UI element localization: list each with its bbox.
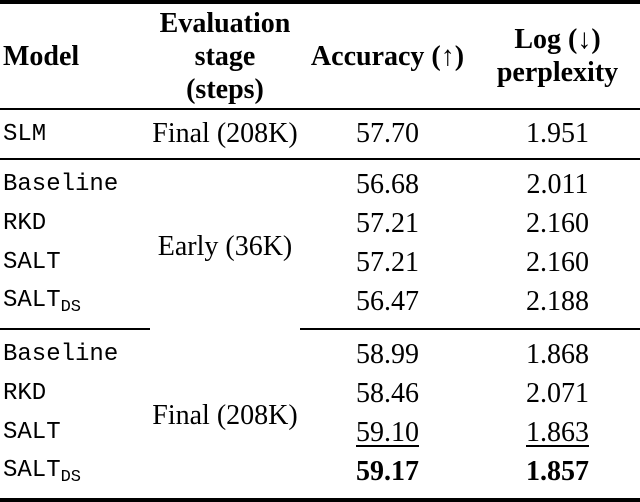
table-row: RKD 58.46 2.071 [0, 374, 640, 413]
model-cell: Baseline [3, 171, 119, 198]
accuracy-cell: 57.21 [356, 207, 419, 239]
table-header-row: Model Evaluation stage (steps) Accuracy … [0, 2, 640, 110]
model-cell: RKD [3, 380, 47, 407]
model-name: SALT [3, 456, 61, 484]
column-header-accuracy: Accuracy (↑) [300, 2, 475, 110]
model-cell: SALTDS [0, 282, 150, 330]
model-cell: SALT [3, 249, 61, 276]
model-cell: RKD [3, 210, 47, 237]
log-perplexity-cell: 1.857 [475, 452, 640, 500]
log-perplexity-cell: 1.863 [475, 413, 640, 452]
column-header-evaluation-stage: Evaluation stage (steps) [150, 2, 300, 110]
table-row: SALT 57.21 2.160 [0, 243, 640, 282]
stage-cell: Early (36K) [157, 231, 293, 262]
log-perplexity-value: 1.857 [526, 455, 589, 487]
model-subscript: DS [60, 297, 82, 317]
table-row: Baseline Early (36K) 56.68 2.011 [0, 159, 640, 263]
table-row: SALTDS 59.17 1.857 [0, 452, 640, 500]
log-perplexity-cell: 2.188 [475, 282, 640, 330]
table-row: SALT 59.10 1.863 [0, 413, 640, 452]
accuracy-cell: 58.99 [356, 338, 419, 370]
log-perplexity-cell: 2.160 [526, 207, 589, 239]
column-header-log-perplexity: Log (↓) perplexity [475, 2, 640, 110]
model-subscript: DS [60, 467, 82, 487]
accuracy-cell: 57.70 [300, 109, 475, 160]
table-row: SALTDS 56.47 2.188 [0, 282, 640, 330]
log-perplexity-cell: 1.868 [526, 338, 589, 370]
log-perplexity-cell: 1.951 [475, 109, 640, 160]
table-row: Baseline Final (208K) 58.99 1.868 [0, 329, 640, 432]
model-cell: Baseline [3, 341, 119, 368]
model-name: SALT [3, 286, 61, 314]
accuracy-value: 59.17 [356, 455, 419, 487]
accuracy-cell: 56.68 [356, 168, 419, 200]
model-cell: SLM [0, 109, 150, 160]
accuracy-cell: 58.46 [356, 377, 419, 409]
log-perplexity-cell: 2.011 [526, 168, 589, 200]
accuracy-cell: 59.17 [300, 452, 475, 500]
column-header-model: Model [0, 2, 150, 110]
accuracy-cell: 57.21 [356, 246, 419, 278]
accuracy-cell: 59.10 [300, 413, 475, 452]
stage-cell: Final (208K) [150, 109, 300, 160]
table-row: RKD 57.21 2.160 [0, 204, 640, 243]
model-cell: SALT [3, 419, 61, 446]
log-perplexity-cell: 2.071 [526, 377, 589, 409]
log-perplexity-value: 1.863 [526, 416, 589, 448]
accuracy-value: 59.10 [356, 416, 419, 448]
accuracy-cell: 56.47 [300, 282, 475, 330]
model-cell: SALTDS [0, 452, 150, 500]
log-perplexity-cell: 2.160 [526, 246, 589, 278]
stage-cell: Final (208K) [152, 400, 298, 431]
table-row: SLM Final (208K) 57.70 1.951 [0, 109, 640, 160]
